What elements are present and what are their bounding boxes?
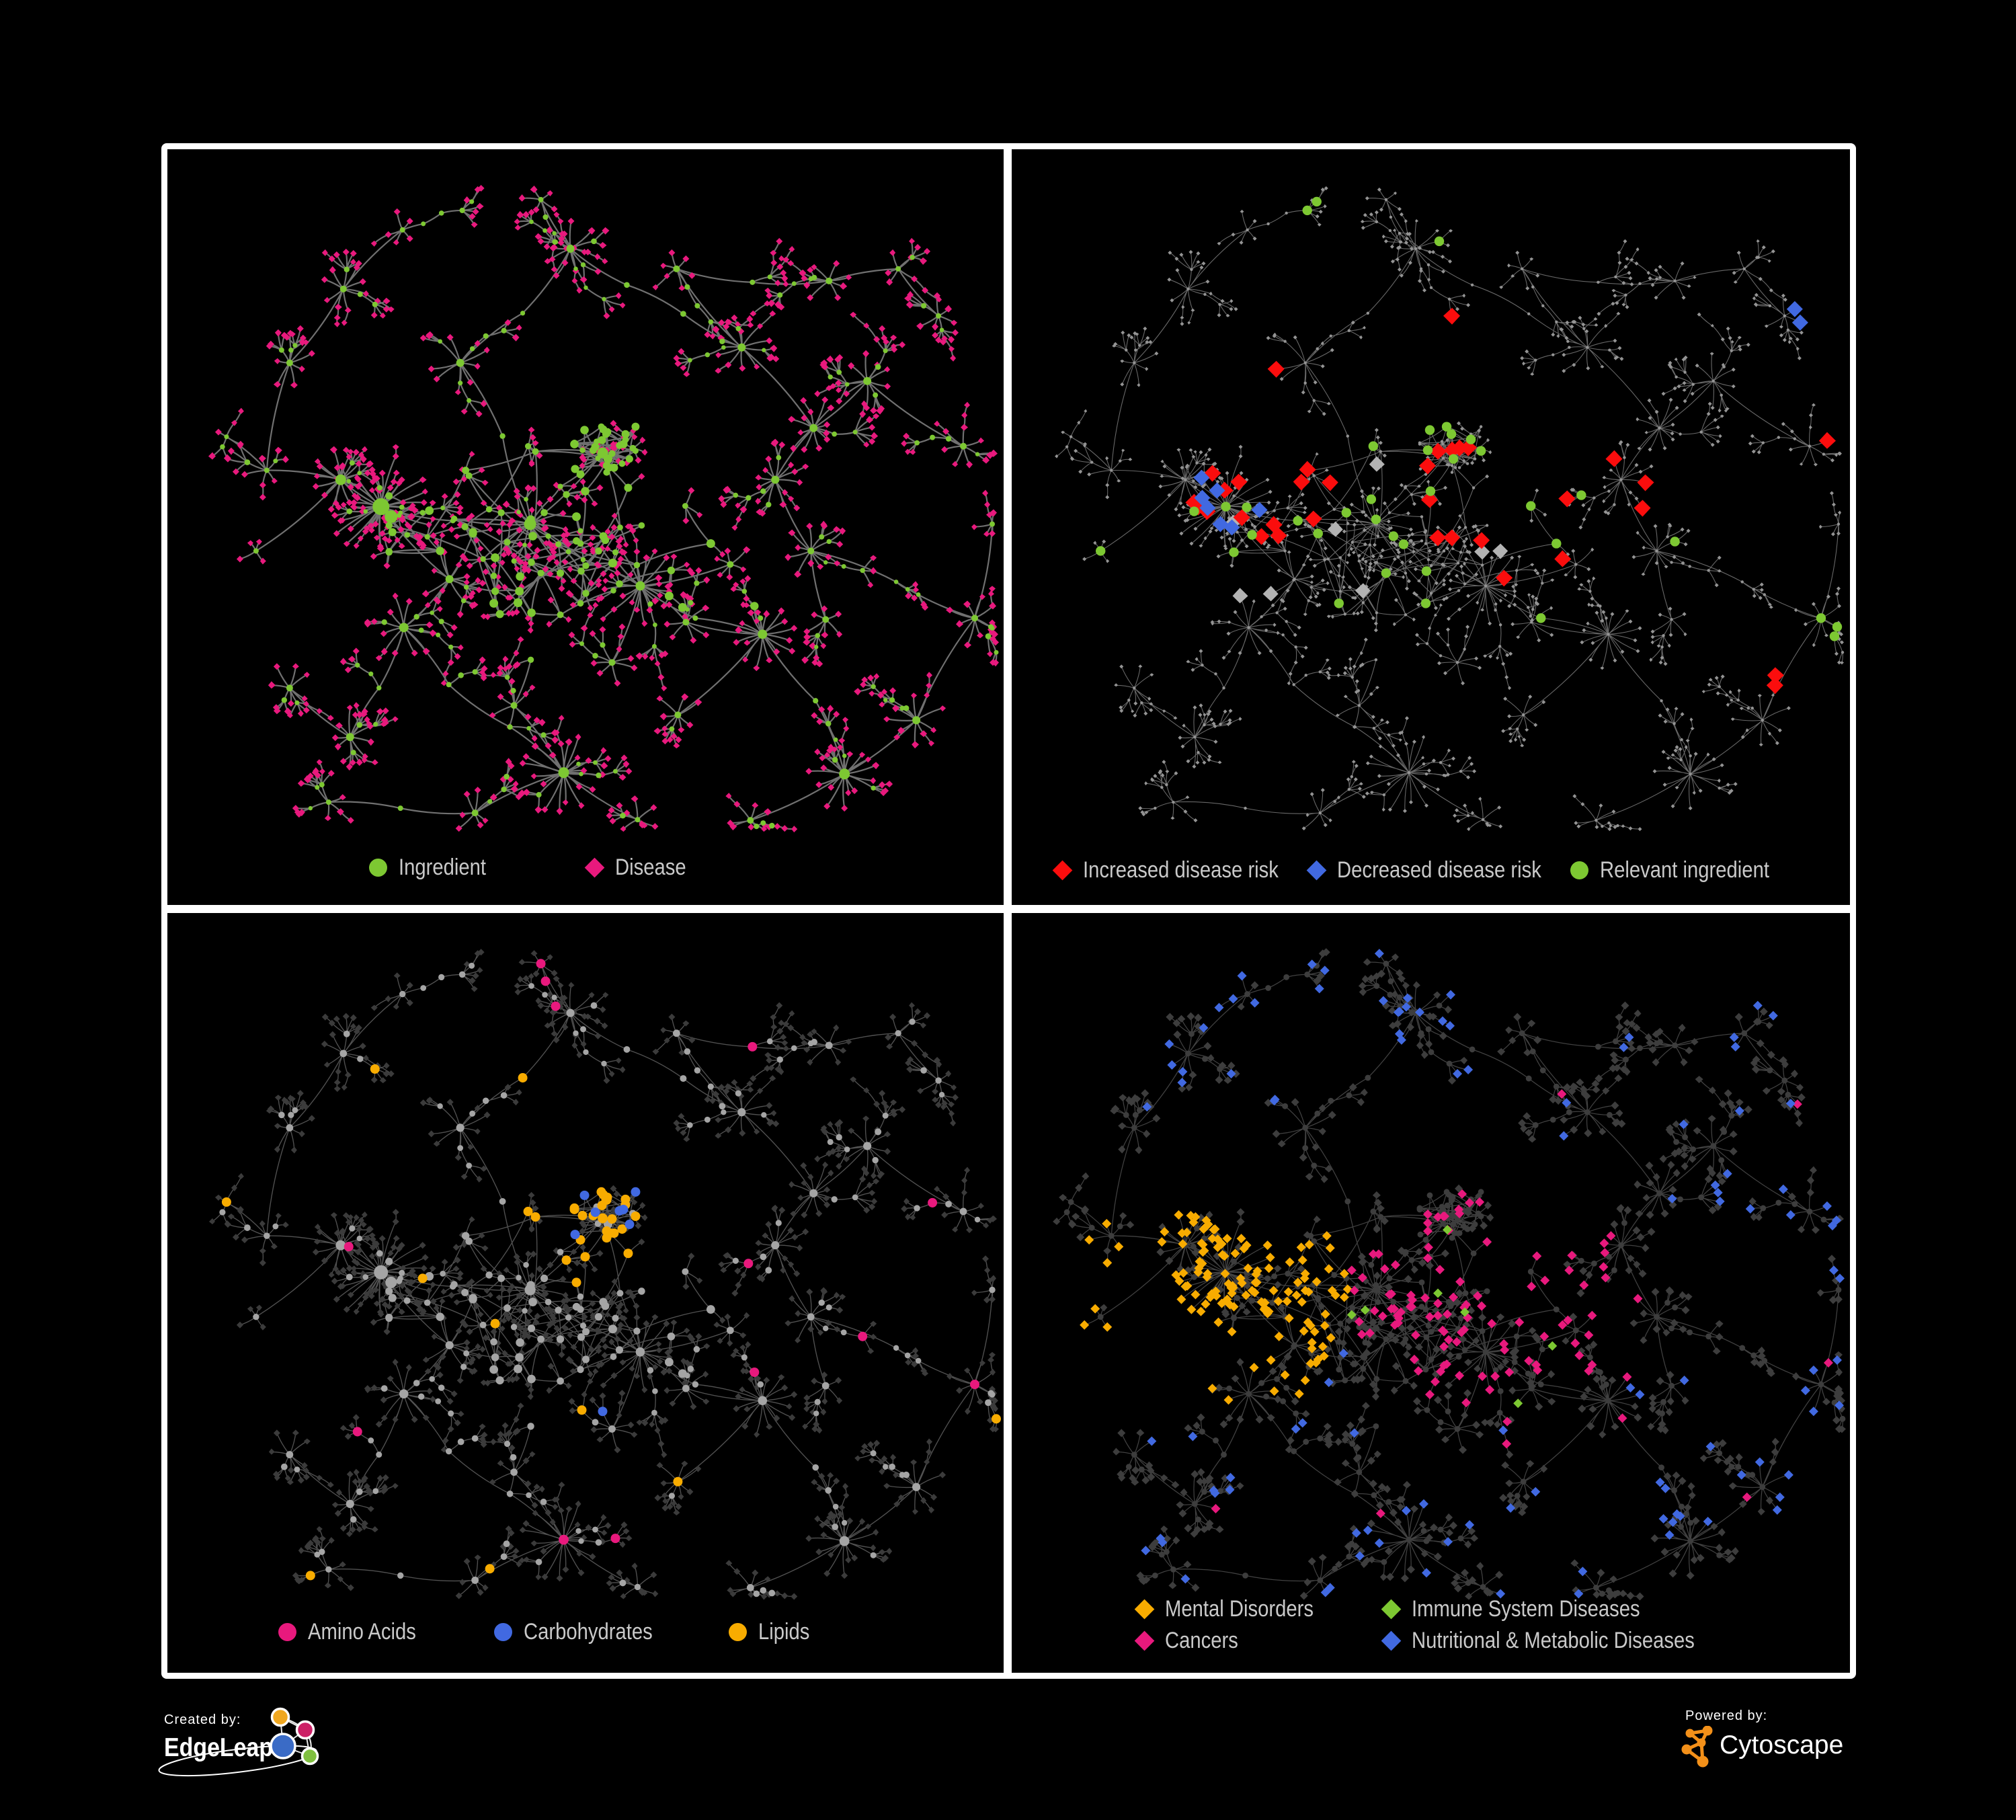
svg-text:Created by:: Created by: (164, 1712, 241, 1727)
svg-text:EdgeLeap: EdgeLeap (164, 1733, 273, 1762)
